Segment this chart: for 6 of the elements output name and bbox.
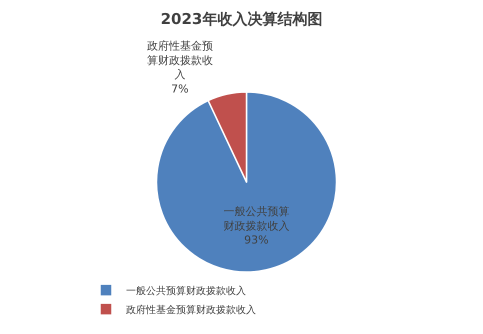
data-label: 一般公共预算财政拨款收入 93% [223, 205, 290, 247]
data-label: 政府性基金预算财政拨款收入 7% [146, 40, 213, 96]
chart-title: 2023年收入决算结构图 [160, 10, 322, 28]
pie-slice [156, 91, 338, 273]
legend-label: 一般公共预算财政拨款收入 [126, 285, 246, 297]
legend-label: 政府性基金预算财政拨款收入 [126, 304, 256, 316]
